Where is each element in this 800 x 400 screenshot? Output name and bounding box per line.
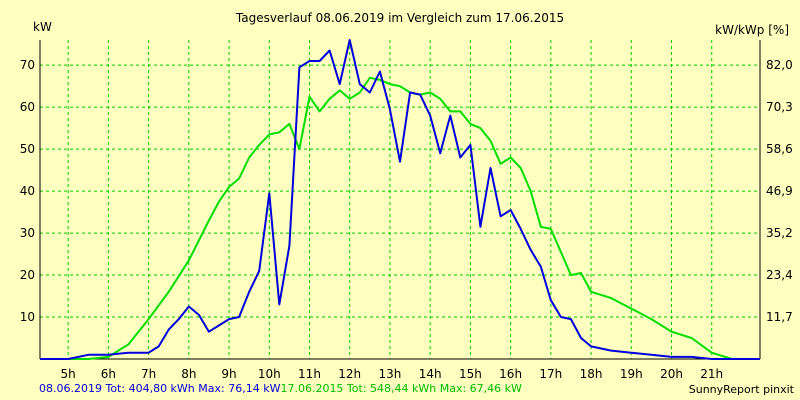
y-tick-label-right: 11,7 — [766, 310, 793, 324]
y-tick-label-right: 70,3 — [766, 100, 793, 114]
credit-text: SunnyReport pinxit — [688, 383, 794, 396]
chart-title: Tagesverlauf 08.06.2019 im Vergleich zum… — [235, 11, 565, 25]
x-tick-label: 13h — [379, 367, 402, 381]
x-tick-label: 12h — [338, 367, 361, 381]
x-tick-label: 15h — [459, 367, 482, 381]
x-tick-label: 5h — [61, 367, 76, 381]
y-tick-label-left: 60 — [20, 100, 35, 114]
y-tick-label-right: 82,0 — [766, 58, 793, 72]
y-tick-label-left: 50 — [20, 142, 35, 156]
y-tick-label-right: 23,4 — [766, 268, 793, 282]
x-tick-label: 21h — [700, 367, 723, 381]
y-tick-label-left: 70 — [20, 58, 35, 72]
footer-series-1: 08.06.2019 Tot: 404,80 kWh Max: 76,14 kW — [39, 382, 281, 395]
x-tick-label: 18h — [580, 367, 603, 381]
series-line — [40, 76, 760, 360]
y-tick-label-left: 10 — [20, 310, 35, 324]
x-tick-label: 14h — [419, 367, 442, 381]
x-tick-label: 11h — [298, 367, 321, 381]
y-axis-label-right: kW/kWp [%] — [715, 23, 789, 37]
y-tick-label-right: 46,9 — [766, 184, 793, 198]
x-tick-label: 19h — [620, 367, 643, 381]
footer-series-2: 17.06.2015 Tot: 548,44 kWh Max: 67,46 kW — [280, 382, 522, 395]
x-tick-label: 9h — [221, 367, 236, 381]
y-tick-label-left: 20 — [20, 268, 35, 282]
y-tick-label-right: 58,6 — [766, 142, 793, 156]
x-tick-label: 20h — [660, 367, 683, 381]
series-line — [40, 39, 760, 360]
x-tick-label: 6h — [101, 367, 116, 381]
x-tick-label: 8h — [181, 367, 196, 381]
chart-footer: 08.06.2019 Tot: 404,80 kWh Max: 76,14 kW… — [39, 382, 522, 396]
y-tick-label-right: 35,2 — [766, 226, 793, 240]
y-tick-label-left: 30 — [20, 226, 35, 240]
y-tick-label-left: 40 — [20, 184, 35, 198]
x-tick-label: 16h — [499, 367, 522, 381]
x-tick-label: 7h — [141, 367, 156, 381]
x-tick-label: 10h — [258, 367, 281, 381]
y-axis-label-left: kW — [33, 20, 52, 34]
x-tick-label: 17h — [539, 367, 562, 381]
